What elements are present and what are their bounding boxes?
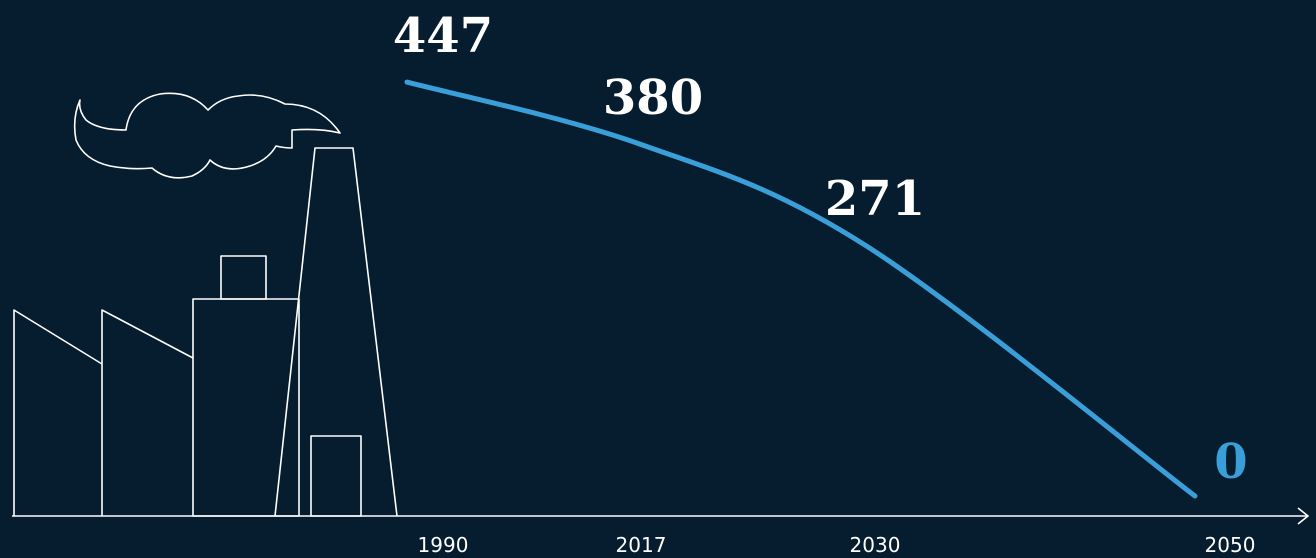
smoke <box>73 92 341 179</box>
value-label: 380 <box>603 70 703 126</box>
value-label: 447 <box>393 8 493 64</box>
value-label: 0 <box>1214 434 1247 490</box>
value-label: 271 <box>825 171 925 227</box>
factory-roof <box>13 309 194 516</box>
x-tick-label: 2050 <box>1205 533 1256 557</box>
factory-tower <box>220 255 267 300</box>
line <box>404 79 1198 499</box>
x-tick-label: 2017 <box>616 533 667 557</box>
chimney <box>274 147 398 517</box>
axis-arrow <box>1297 507 1310 525</box>
x-tick-label: 2030 <box>850 533 901 557</box>
x-tick-label: 1990 <box>418 533 469 557</box>
